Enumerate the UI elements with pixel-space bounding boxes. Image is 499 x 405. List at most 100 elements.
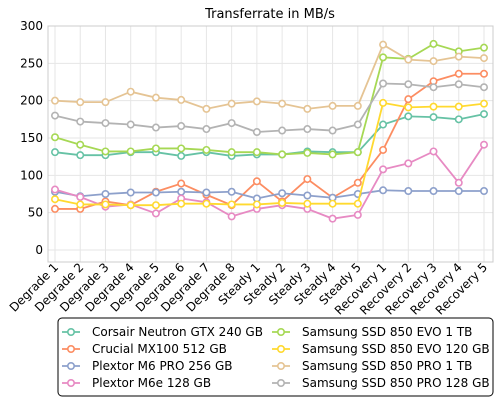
legend-label: Crucial MX100 512 GB [92, 342, 227, 356]
data-point [227, 212, 236, 221]
data-point [379, 98, 388, 107]
data-point [479, 140, 488, 149]
series-line [54, 101, 485, 207]
data-point [50, 111, 59, 120]
data-point [404, 80, 413, 89]
legend-item: Corsair Neutron GTX 240 GB [62, 325, 263, 339]
legend-item: Samsung SSD 850 PRO 1 TB [272, 359, 472, 373]
series-line [54, 189, 484, 200]
data-point [454, 115, 463, 124]
data-point [429, 102, 438, 111]
y-tick-label: 250 [20, 56, 43, 70]
data-point [126, 147, 135, 156]
data-point [328, 214, 337, 223]
legend-box [57, 317, 494, 397]
data-point [454, 69, 463, 78]
data-point [328, 101, 337, 110]
series-line [54, 144, 485, 220]
y-tick-label: 200 [20, 94, 43, 108]
data-point [202, 199, 211, 208]
data-point [278, 150, 287, 159]
data-point [252, 148, 261, 157]
data-point [479, 110, 488, 119]
series-line [54, 42, 485, 156]
data-point [479, 187, 488, 196]
legend-item: Samsung SSD 850 EVO 120 GB [272, 342, 490, 356]
data-point [454, 80, 463, 89]
data-point [227, 99, 236, 108]
y-axis-ticks: 0 50 100 150 200 250 300 [20, 19, 43, 257]
legend-label: Samsung SSD 850 EVO 120 GB [302, 342, 490, 356]
y-tick-label: 150 [20, 131, 43, 145]
series-group [50, 39, 488, 223]
data-point [379, 120, 388, 129]
legend-label: Samsung SSD 850 EVO 1 TB [302, 325, 472, 339]
data-point [454, 102, 463, 111]
legend-swatch-marker [67, 378, 76, 387]
data-point [101, 119, 110, 128]
series-line [54, 43, 485, 110]
legend-swatch-marker [67, 361, 76, 370]
data-point [479, 54, 488, 63]
data-point [303, 125, 312, 134]
legend-swatch-marker [276, 344, 285, 353]
data-point [278, 99, 287, 108]
data-point [177, 144, 186, 153]
data-point [151, 201, 160, 210]
data-point [50, 185, 59, 194]
series-3 [50, 186, 488, 203]
data-point [177, 199, 186, 208]
data-point [429, 39, 438, 48]
data-point [328, 126, 337, 135]
data-point [151, 93, 160, 102]
data-point [50, 133, 59, 142]
y-tick-label: 0 [35, 243, 43, 257]
data-point [202, 104, 211, 113]
legend: Corsair Neutron GTX 240 GB Crucial MX100 … [57, 317, 494, 397]
series-7 [50, 40, 488, 113]
data-point [101, 190, 110, 199]
data-point [278, 126, 287, 135]
data-point [227, 148, 236, 157]
data-point [379, 145, 388, 154]
data-point [303, 175, 312, 184]
legend-label: Plextor M6 PRO 256 GB [92, 359, 233, 373]
data-point [454, 187, 463, 196]
data-point [202, 145, 211, 154]
data-point [76, 98, 85, 107]
data-point [379, 53, 388, 62]
data-point [76, 192, 85, 201]
data-point [227, 187, 236, 196]
data-point [353, 120, 362, 129]
data-point [404, 95, 413, 104]
data-point [379, 40, 388, 49]
legend-swatch-marker [67, 327, 76, 336]
data-point [252, 97, 261, 106]
data-point [303, 191, 312, 200]
data-point [429, 147, 438, 156]
data-point [278, 189, 287, 198]
legend-label: Corsair Neutron GTX 240 GB [92, 325, 263, 339]
data-point [177, 122, 186, 131]
data-point [101, 200, 110, 209]
data-point [76, 151, 85, 160]
data-point [429, 57, 438, 66]
data-point [328, 199, 337, 208]
data-point [353, 148, 362, 157]
data-point [126, 87, 135, 96]
data-point [227, 119, 236, 128]
data-point [404, 159, 413, 168]
legend-item: Plextor M6 PRO 256 GB [62, 359, 233, 373]
data-point [353, 199, 362, 208]
legend-item: Plextor M6e 128 GB [62, 376, 211, 390]
data-point [76, 117, 85, 126]
data-point [353, 101, 362, 110]
data-point [404, 112, 413, 121]
data-point [177, 151, 186, 160]
data-point [353, 178, 362, 187]
series-line [55, 72, 484, 210]
data-point [50, 148, 59, 157]
legend-swatch-marker [276, 378, 285, 387]
data-point [328, 150, 337, 159]
